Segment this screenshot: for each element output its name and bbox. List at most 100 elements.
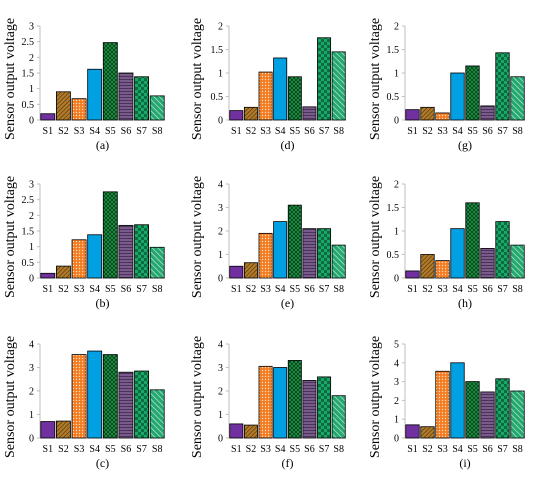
x-tick-label: S5 <box>105 284 116 295</box>
x-tick-label: S8 <box>512 444 523 455</box>
y-tick-label: 1 <box>29 242 34 253</box>
y-tick-label: 0.5 <box>387 250 400 261</box>
bar-s3 <box>71 354 87 439</box>
bar-s3 <box>435 260 450 279</box>
y-tick-label: 2 <box>29 387 34 398</box>
x-tick-label: S6 <box>121 284 132 295</box>
y-axis-title: Sensor output voltage <box>368 176 383 298</box>
y-tick-label: 2 <box>218 22 223 33</box>
bar-s3 <box>71 239 87 279</box>
bar-s6 <box>480 247 495 279</box>
x-tick-label: S4 <box>275 444 286 455</box>
x-tick-label: S7 <box>497 284 508 295</box>
panel-caption: (d) <box>281 138 295 152</box>
x-tick-label: S7 <box>136 126 147 137</box>
y-tick-label: 0.5 <box>387 92 400 103</box>
bar-s4 <box>87 350 103 439</box>
x-tick-label: S4 <box>275 126 286 137</box>
y-axis-title: Sensor output voltage <box>3 18 18 140</box>
bar-s4 <box>273 367 288 439</box>
y-tick-label: 0 <box>394 116 399 127</box>
bar-s1 <box>229 110 244 121</box>
panel-caption: (e) <box>281 296 294 310</box>
bar-s8 <box>510 390 525 439</box>
x-tick-label: S2 <box>246 126 257 137</box>
x-tick-label: S5 <box>105 126 116 137</box>
y-tick-label: 1.5 <box>387 203 400 214</box>
y-tick-label: 2 <box>394 396 399 407</box>
bar-s7 <box>317 37 332 121</box>
y-tick-label: 1 <box>394 69 399 80</box>
x-tick-label: S7 <box>497 444 508 455</box>
x-tick-label: S5 <box>467 126 478 137</box>
bar-s7 <box>495 52 510 121</box>
x-tick-label: S4 <box>452 444 463 455</box>
bar-s5 <box>465 202 480 279</box>
bar-s5 <box>287 204 302 279</box>
x-tick-label: S6 <box>304 126 315 137</box>
bar-s2 <box>420 106 435 121</box>
panel-caption: (i) <box>459 456 470 470</box>
bar-s8 <box>149 389 165 439</box>
bar-s8 <box>149 246 165 279</box>
x-tick-label: S6 <box>482 444 493 455</box>
y-tick-label: 2.5 <box>22 37 35 48</box>
x-tick-label: S3 <box>74 444 85 455</box>
bar-s4 <box>87 234 103 279</box>
y-tick-label: 4 <box>218 180 223 191</box>
x-tick-label: S1 <box>407 284 418 295</box>
bar-s4 <box>450 72 465 121</box>
y-tick-label: 2 <box>218 227 223 238</box>
x-tick-label: S2 <box>422 126 433 137</box>
bar-s1 <box>405 270 420 279</box>
y-tick-label: 0.5 <box>22 258 35 269</box>
bar-s2 <box>420 426 435 439</box>
x-tick-label: S4 <box>89 444 100 455</box>
bar-s5 <box>102 42 118 121</box>
y-tick-label: 2 <box>218 387 223 398</box>
y-tick-label: 1 <box>394 415 399 426</box>
bar-s6 <box>118 224 134 279</box>
bar-s8 <box>510 76 525 121</box>
x-tick-label: S8 <box>333 284 344 295</box>
y-tick-label: 3 <box>394 377 399 388</box>
y-tick-label: 1 <box>218 69 223 80</box>
x-tick-label: S2 <box>246 444 257 455</box>
y-axis-title: Sensor output voltage <box>3 336 18 458</box>
bar-s2 <box>56 265 71 279</box>
bar-s7 <box>134 76 149 121</box>
y-tick-label: 0.5 <box>211 92 224 103</box>
bar-s1 <box>405 109 420 121</box>
bar-s3 <box>435 370 450 439</box>
bar-s4 <box>450 228 465 279</box>
y-tick-label: 2 <box>29 53 34 64</box>
bar-s8 <box>149 95 165 121</box>
x-tick-label: S5 <box>290 126 301 137</box>
bar-s2 <box>56 420 71 439</box>
bar-s1 <box>229 423 244 439</box>
x-tick-label: S3 <box>260 126 271 137</box>
y-axis-title: Sensor output voltage <box>368 18 383 140</box>
panel-caption: (f) <box>282 456 294 470</box>
panel-caption: (c) <box>96 456 109 470</box>
y-tick-label: 1 <box>218 410 223 421</box>
y-axis-title: Sensor output voltage <box>368 336 383 458</box>
panel-caption: (a) <box>96 138 109 152</box>
y-tick-label: 3 <box>218 203 223 214</box>
chart-panel-e: 0 1 2 3 4 S1 S2 S3 S4 S5 S6 S7 S8 (e) Sensor output vo… <box>190 176 346 310</box>
x-tick-label: S1 <box>407 126 418 137</box>
x-tick-label: S3 <box>260 444 271 455</box>
x-tick-label: S4 <box>452 126 463 137</box>
bar-s4 <box>87 68 103 121</box>
bar-s7 <box>495 378 510 439</box>
panel-caption: (h) <box>458 296 472 310</box>
bar-s5 <box>465 65 480 121</box>
x-tick-label: S7 <box>497 126 508 137</box>
x-tick-label: S1 <box>231 126 242 137</box>
bar-s2 <box>420 254 435 279</box>
bar-s5 <box>287 76 302 121</box>
bar-s1 <box>40 421 56 439</box>
bar-s3 <box>258 232 273 279</box>
x-tick-label: S6 <box>121 126 132 137</box>
bar-s6 <box>302 228 317 279</box>
